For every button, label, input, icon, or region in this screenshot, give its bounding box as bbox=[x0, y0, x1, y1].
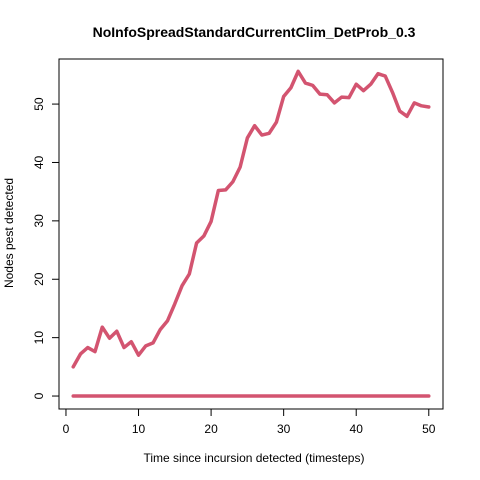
chart-title: NoInfoSpreadStandardCurrentClim_DetProb_… bbox=[93, 24, 416, 40]
x-tick-label: 50 bbox=[422, 422, 436, 436]
plot-frame bbox=[58, 58, 444, 410]
y-axis-label: Nodes pest detected bbox=[2, 178, 16, 288]
x-axis: 0 10 20 30 40 50 bbox=[63, 408, 436, 436]
x-tick-label: 40 bbox=[350, 422, 364, 436]
y-tick-label: 50 bbox=[32, 97, 46, 111]
y-tick-label: 20 bbox=[32, 272, 46, 286]
y-tick-label: 30 bbox=[32, 214, 46, 228]
y-tick-label: 0 bbox=[32, 392, 46, 399]
y-axis: 0 10 20 30 40 50 bbox=[32, 97, 60, 399]
x-tick-label: 0 bbox=[63, 422, 70, 436]
x-axis-label: Time since incursion detected (timesteps… bbox=[144, 451, 365, 465]
y-tick-label: 40 bbox=[32, 155, 46, 169]
series-group bbox=[71, 69, 431, 398]
y-tick-label: 10 bbox=[32, 331, 46, 345]
x-tick-label: 20 bbox=[204, 422, 218, 436]
x-tick-label: 30 bbox=[277, 422, 291, 436]
series-line-1 bbox=[71, 69, 431, 369]
x-tick-label: 10 bbox=[132, 422, 146, 436]
